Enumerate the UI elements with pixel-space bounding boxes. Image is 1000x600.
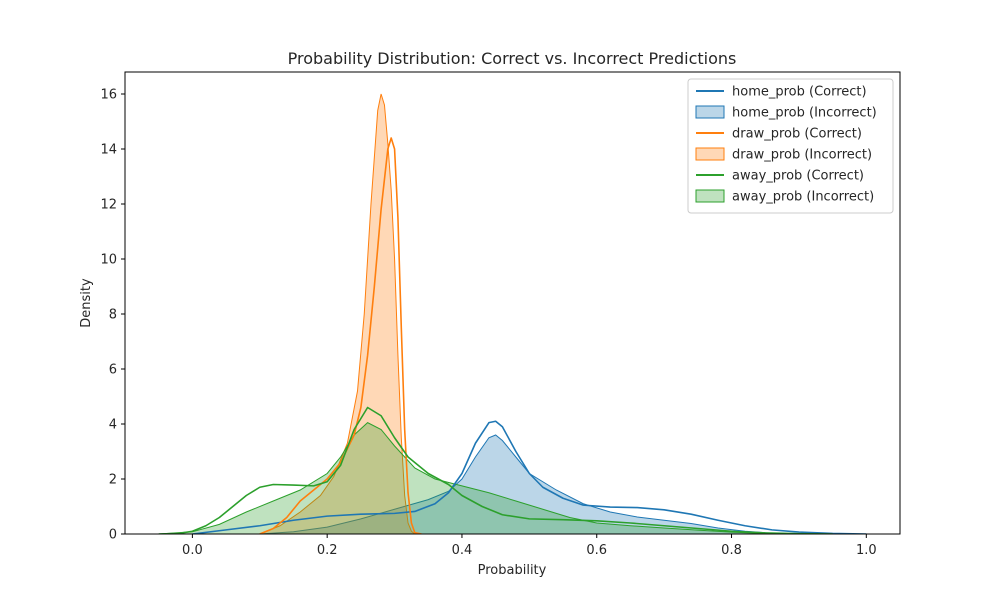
series-away-prob-incorrect-area <box>158 422 799 534</box>
legend-entry-draw-prob-incorrect-swatch <box>695 147 725 161</box>
series-home-prob-incorrect-area <box>259 434 799 534</box>
chart-title: Probability Distribution: Correct vs. In… <box>288 49 737 68</box>
y-tick-label: 16 <box>100 88 117 103</box>
legend-entry-draw-prob-correct-label: draw_prob (Correct) <box>732 127 862 142</box>
x-tick-label: 0.6 <box>586 543 607 558</box>
x-axis-label: Probability <box>478 563 547 578</box>
legend-entry-away-prob-incorrect-swatch <box>695 189 725 203</box>
y-tick-label: 2 <box>109 473 117 488</box>
legend-entry-home-prob-correct-label: home_prob (Correct) <box>732 85 867 100</box>
legend-entry-draw-prob-incorrect-label: draw_prob (Incorrect) <box>732 148 872 163</box>
y-tick-label: 0 <box>109 528 117 543</box>
legend-box <box>687 78 894 214</box>
x-tick-label: 0.8 <box>721 543 742 558</box>
legend-entry-away-prob-incorrect-label: away_prob (Incorrect) <box>732 190 874 205</box>
y-tick-label: 8 <box>109 308 117 323</box>
y-axis-label: Density <box>79 278 94 328</box>
y-axis: 0 2 4 6 8 10 12 14 16 <box>100 88 125 543</box>
x-tick-label: 1.0 <box>856 543 877 558</box>
y-tick-label: 4 <box>109 418 117 433</box>
plot-frame <box>124 71 901 535</box>
x-tick-label: 0.0 <box>182 543 203 558</box>
legend-entry-away-prob-correct-label: away_prob (Correct) <box>732 169 864 184</box>
x-axis: 0.0 0.2 0.4 0.6 0.8 1.0 <box>182 534 877 558</box>
legend-entry-home-prob-incorrect-swatch <box>695 105 725 119</box>
y-tick-label: 14 <box>100 143 117 158</box>
x-tick-label: 0.4 <box>452 543 473 558</box>
y-tick-label: 12 <box>100 198 117 213</box>
y-tick-label: 10 <box>100 253 117 268</box>
series-away-prob-correct-line <box>158 406 833 534</box>
legend: home_prob (Correct) home_prob (Incorrect)… <box>687 78 894 214</box>
legend-entry-home-prob-incorrect-label: home_prob (Incorrect) <box>732 106 877 121</box>
x-tick-label: 0.2 <box>317 543 338 558</box>
plot-area <box>158 93 867 534</box>
series-home-prob-correct-line <box>192 420 867 534</box>
y-tick-label: 6 <box>109 363 117 378</box>
series-draw-prob-correct-line <box>259 137 422 534</box>
series-draw-prob-incorrect-area <box>259 93 416 534</box>
